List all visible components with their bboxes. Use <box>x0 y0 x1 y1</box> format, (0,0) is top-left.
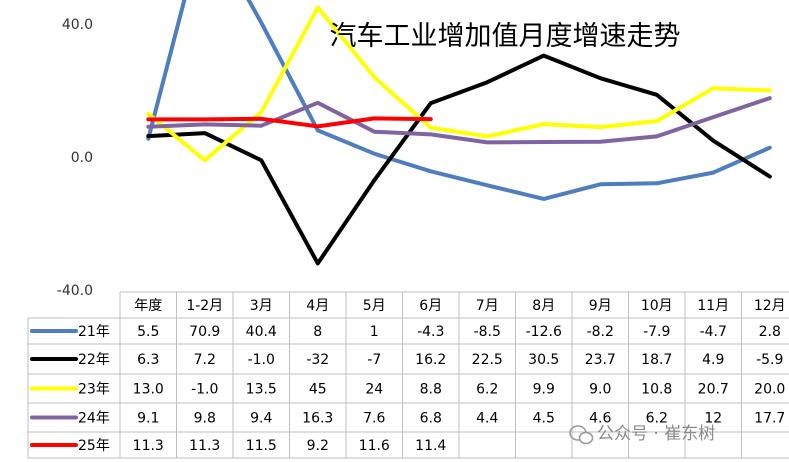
data-label: -4.7 <box>700 324 727 340</box>
data-label: 11.3 <box>133 438 164 454</box>
legend-label: 22年 <box>78 352 110 368</box>
watermark: 公众号 · 崔东树 <box>569 424 715 445</box>
data-label: 13.5 <box>246 382 277 398</box>
x-category-label: 年度 <box>134 298 162 314</box>
data-label: -1.0 <box>248 352 275 368</box>
data-label: 20.7 <box>698 382 729 398</box>
x-category-label: 12月 <box>754 298 786 314</box>
data-label: 11.6 <box>359 438 390 454</box>
x-category-label: 1-2月 <box>186 298 223 314</box>
data-label: 13.0 <box>133 382 164 398</box>
data-label: 9.0 <box>589 382 611 398</box>
data-label: 16.3 <box>302 411 333 427</box>
x-category-label: 10月 <box>641 298 673 314</box>
data-label: 6.8 <box>420 411 442 427</box>
legend-label: 25年 <box>78 438 110 454</box>
data-label: 17.7 <box>754 411 785 427</box>
data-label: 2.8 <box>759 324 781 340</box>
series-line-25年 <box>146 116 433 129</box>
watermark-text: 公众号 · 崔东树 <box>597 424 715 444</box>
series-line-24年 <box>146 96 772 145</box>
data-label: 11.3 <box>189 438 220 454</box>
data-label: 6.2 <box>476 382 498 398</box>
data-label: 7.6 <box>363 411 385 427</box>
data-label: -12.6 <box>526 324 562 340</box>
data-table: 年度 1-2月 3月 4月 5月 6月 7月 8月 9月 10月 11月 12月 21年 5.5 70.9 4… <box>27 291 789 459</box>
data-label: 4.4 <box>476 411 498 427</box>
data-label: 23.7 <box>585 352 616 368</box>
series-line-21年 <box>146 0 772 201</box>
data-label: 9.9 <box>533 382 555 398</box>
data-label: -7.9 <box>643 324 670 340</box>
data-label: 4.5 <box>533 411 555 427</box>
data-label: 9.1 <box>137 411 159 427</box>
data-label: 9.4 <box>250 411 272 427</box>
wechat-icon <box>569 425 594 445</box>
data-label: 11.5 <box>246 438 277 454</box>
data-label: 1 <box>370 324 379 340</box>
data-label: 9.8 <box>194 411 216 427</box>
data-label: 7.2 <box>194 352 216 368</box>
y-tick-label: -40.0 <box>57 283 93 299</box>
data-label: -7 <box>367 352 381 368</box>
x-category-label: 11月 <box>697 298 729 314</box>
y-tick-label: 40.0 <box>62 17 93 33</box>
legend-label: 21年 <box>78 324 110 340</box>
y-axis: 40.0 0.0 -40.0 <box>57 17 93 299</box>
data-label: 12 <box>704 411 722 427</box>
data-label: 10.8 <box>641 382 672 398</box>
legend-label: 23年 <box>78 382 110 398</box>
x-category-label: 5月 <box>363 298 386 314</box>
data-label: 4.6 <box>589 411 611 427</box>
data-label: 30.5 <box>528 352 559 368</box>
data-label: 6.2 <box>646 411 668 427</box>
data-label: 9.2 <box>307 438 329 454</box>
chart-title: 汽车工业增加值月度增速走势 <box>330 21 681 52</box>
x-category-label: 9月 <box>589 298 612 314</box>
data-label: 11.4 <box>415 438 446 454</box>
data-label: 5.5 <box>137 324 159 340</box>
data-label: 24 <box>365 382 383 398</box>
data-label: 20.0 <box>754 382 785 398</box>
data-label: 6.3 <box>137 352 159 368</box>
data-label: 45 <box>309 382 327 398</box>
data-label: -1.0 <box>191 382 218 398</box>
data-label: -8.2 <box>587 324 614 340</box>
series-lines <box>146 0 772 266</box>
data-label: 16.2 <box>415 352 446 368</box>
x-category-label: 7月 <box>476 298 499 314</box>
data-label: 4.9 <box>702 352 724 368</box>
x-category-label: 8月 <box>532 298 555 314</box>
legend-label: 24年 <box>78 411 110 427</box>
data-label: 8 <box>313 324 322 340</box>
x-category-label: 3月 <box>250 298 273 314</box>
y-tick-label: 0.0 <box>71 150 93 166</box>
data-label: -4.3 <box>417 324 444 340</box>
data-label: 18.7 <box>641 352 672 368</box>
data-label: -5.9 <box>756 352 783 368</box>
data-label: -32 <box>306 352 329 368</box>
data-label: -8.5 <box>474 324 501 340</box>
x-category-label: 4月 <box>306 298 329 314</box>
series-line-22年 <box>146 53 772 266</box>
data-label: 40.4 <box>246 324 277 340</box>
data-label: 22.5 <box>472 352 503 368</box>
x-category-label: 6月 <box>419 298 442 314</box>
data-label: 8.8 <box>420 382 442 398</box>
series-group <box>146 0 772 266</box>
data-label: 70.9 <box>189 324 220 340</box>
